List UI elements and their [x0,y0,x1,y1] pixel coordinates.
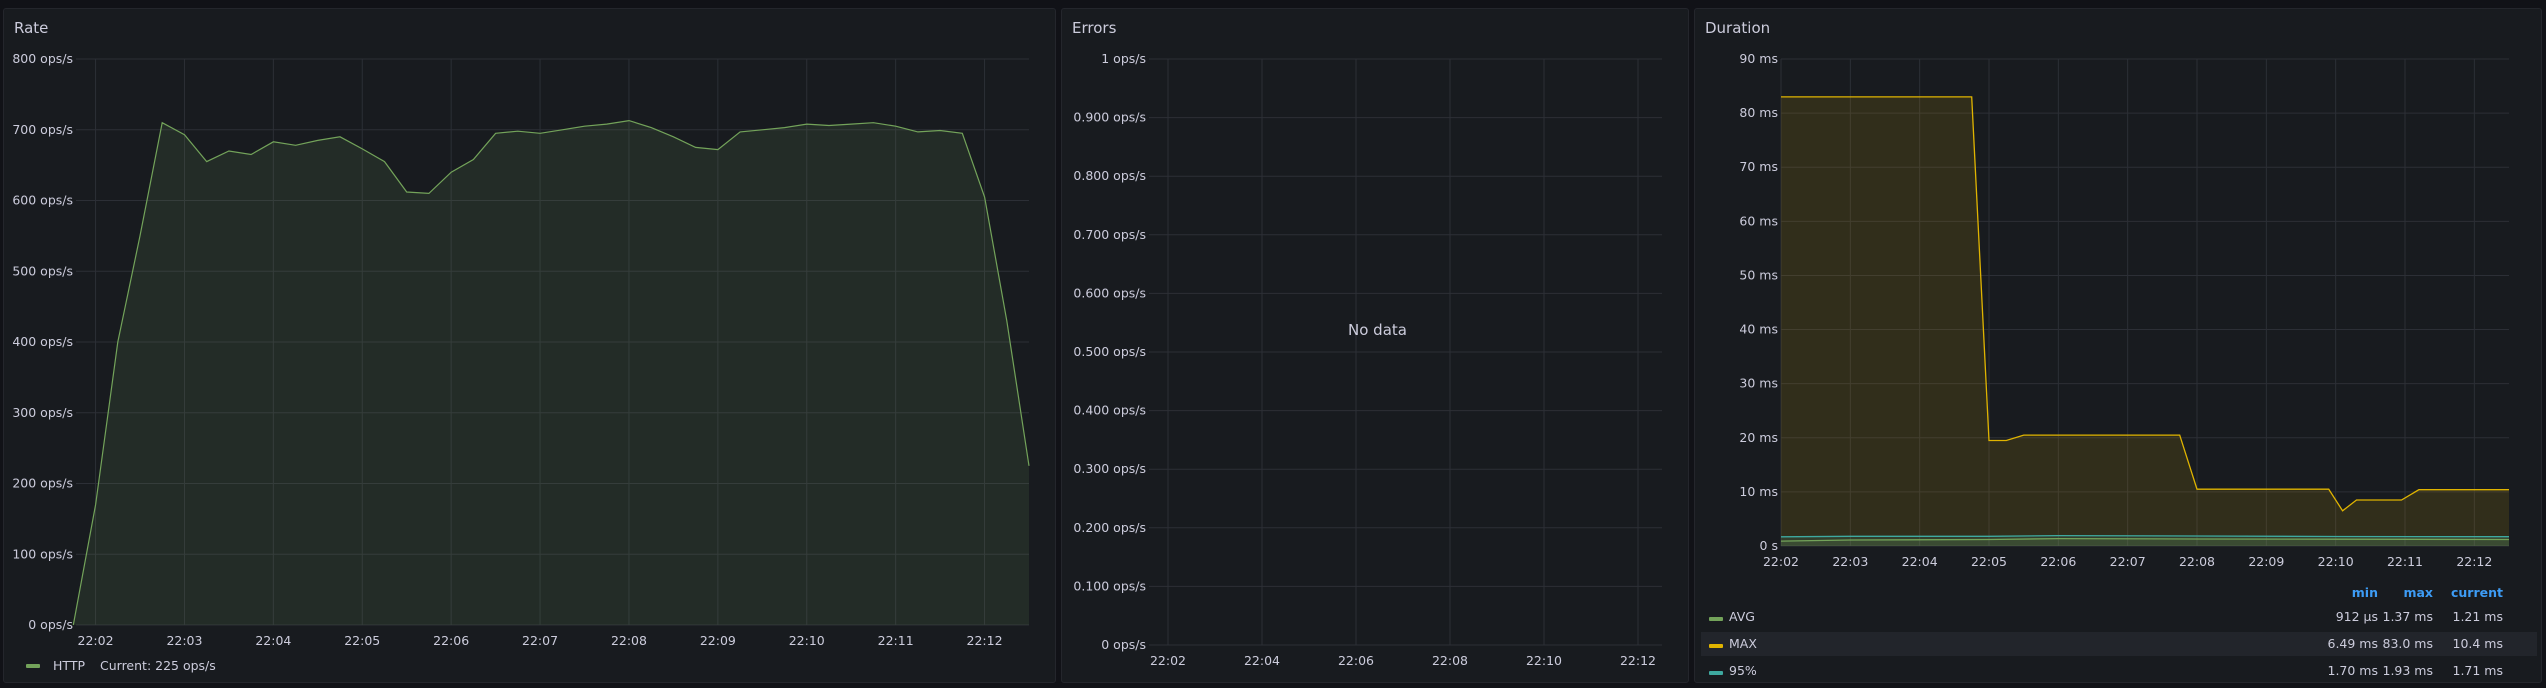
95p95-legend-max: 1.93 ms [2383,663,2434,678]
y-tick-label: 800 ops/s [12,51,73,66]
y-tick-label: 0.300 ops/s [1073,461,1146,476]
legend-row-highlight [1701,632,2537,656]
95p95-area-fill [1781,535,2509,546]
x-tick-label: 22:12 [967,633,1003,648]
no-data-message: No data [1348,321,1407,339]
x-tick-label: 22:11 [878,633,914,648]
y-tick-label: 600 ops/s [12,193,73,208]
x-tick-label: 22:02 [78,633,114,648]
x-tick-label: 22:04 [1244,653,1280,668]
http-series-line [72,119,1030,626]
y-tick-label: 400 ops/s [12,334,73,349]
y-tick-label: 0.900 ops/s [1073,110,1146,125]
y-tick-label: 40 ms [1739,322,1778,337]
y-tick-label: 20 ms [1739,430,1778,445]
duration-panel-title[interactable]: Duration [1705,19,1771,37]
y-tick-label: 0.100 ops/s [1073,578,1146,593]
x-tick-label: 22:05 [344,633,380,648]
duration-panel: Duration 0 s 10 ms 20 ms 30 ms 40 ms 50 ms 60 … [1694,8,2542,683]
x-tick-label: 22:08 [611,633,647,648]
95p95-legend-min: 1.70 ms [2328,663,2379,678]
95p95-legend-label: 95% [1729,663,1757,678]
y-tick-label: 50 ms [1739,267,1778,282]
errors-panel-title[interactable]: Errors [1072,19,1117,37]
y-tick-label: 0 s [1760,538,1778,553]
y-tick-label: 0.400 ops/s [1073,403,1146,418]
avg-legend-max: 1.37 ms [2383,609,2434,624]
y-tick-label: 80 ms [1739,105,1778,120]
y-tick-label: 700 ops/s [12,122,73,137]
legend-header-max: max [2403,585,2433,600]
avg-series-line [1780,537,2510,542]
errors-panel: Errors 0 ops/s 0.100 ops/s 0.200 ops/s 0.30… [1061,8,1689,683]
max-legend-min: 6.49 ms [2328,636,2379,651]
x-tick-label: 22:10 [1526,653,1562,668]
max-legend-swatch [1709,644,1723,648]
y-tick-label: 500 ops/s [12,263,73,278]
y-tick-label: 0.600 ops/s [1073,285,1146,300]
http-legend-current: Current: 225 ops/s [100,658,216,673]
x-tick-label: 22:02 [1150,653,1186,668]
http-legend-swatch [26,664,40,668]
x-tick-label: 22:04 [255,633,291,648]
y-tick-label: 0.800 ops/s [1073,168,1146,183]
errors-chart[interactable]: 0 ops/s 0.100 ops/s 0.200 ops/s 0.300 ops/s… [1062,9,1690,684]
x-tick-label: 22:04 [1902,554,1938,569]
x-tick-label: 22:12 [1620,653,1656,668]
rate-chart[interactable]: 0 ops/s 100 ops/s 200 ops/s 300 ops/s 400 op… [4,9,1057,684]
http-legend-label: HTTP [53,658,85,673]
y-tick-label: 70 ms [1739,159,1778,174]
95p95-series-line [1780,534,2510,538]
x-tick-label: 22:10 [2318,554,2354,569]
x-tick-label: 22:09 [700,633,736,648]
x-tick-label: 22:03 [1832,554,1868,569]
max-legend-max: 83.0 ms [2383,636,2434,651]
y-tick-label: 60 ms [1739,213,1778,228]
y-tick-label: 30 ms [1739,376,1778,391]
avg-legend-swatch [1709,617,1723,621]
95p95-legend-swatch [1709,671,1723,675]
legend-header-current: current [2451,585,2503,600]
x-tick-label: 22:05 [1971,554,2007,569]
x-tick-label: 22:07 [2110,554,2146,569]
y-tick-label: 300 ops/s [12,405,73,420]
max-legend-label: MAX [1729,636,1757,651]
avg-area-fill [1781,538,2509,546]
x-tick-label: 22:08 [2179,554,2215,569]
x-tick-label: 22:06 [1338,653,1374,668]
x-tick-label: 22:06 [2040,554,2076,569]
y-tick-label: 0.700 ops/s [1073,227,1146,242]
y-tick-label: 0.200 ops/s [1073,520,1146,535]
x-tick-label: 22:07 [522,633,558,648]
max-legend-current: 10.4 ms [2453,636,2504,651]
x-tick-label: 22:09 [2248,554,2284,569]
y-tick-label: 0 ops/s [1101,637,1146,652]
y-tick-label: 1 ops/s [1101,51,1146,66]
y-tick-label: 0 ops/s [28,617,73,632]
max-series-line [1781,96,2509,512]
y-tick-label: 100 ops/s [12,546,73,561]
y-tick-label: 0.500 ops/s [1073,344,1146,359]
x-tick-label: 22:12 [2456,554,2492,569]
duration-chart[interactable]: 0 s 10 ms 20 ms 30 ms 40 ms 50 ms 60 ms 70 ms 80… [1695,9,2543,684]
x-tick-label: 22:08 [1432,653,1468,668]
rate-panel-title[interactable]: Rate [14,19,49,37]
x-tick-label: 22:11 [2387,554,2423,569]
y-tick-label: 90 ms [1739,51,1778,66]
rate-panel: Rate 0 ops/s 100 ops/s 200 ops/s 300 ops/s 4… [3,8,1056,683]
y-tick-label: 200 ops/s [12,476,73,491]
x-tick-label: 22:02 [1763,554,1799,569]
avg-legend-label: AVG [1729,609,1755,624]
legend-header-min: min [2352,585,2378,600]
x-tick-label: 22:03 [166,633,202,648]
avg-legend-current: 1.21 ms [2453,609,2504,624]
x-tick-label: 22:06 [433,633,469,648]
http-area-fill [73,120,1030,625]
y-tick-label: 10 ms [1739,484,1778,499]
x-tick-label: 22:10 [789,633,825,648]
max-area-fill [1781,96,2509,547]
avg-legend-min: 912 µs [2336,609,2378,624]
95p95-legend-current: 1.71 ms [2453,663,2504,678]
